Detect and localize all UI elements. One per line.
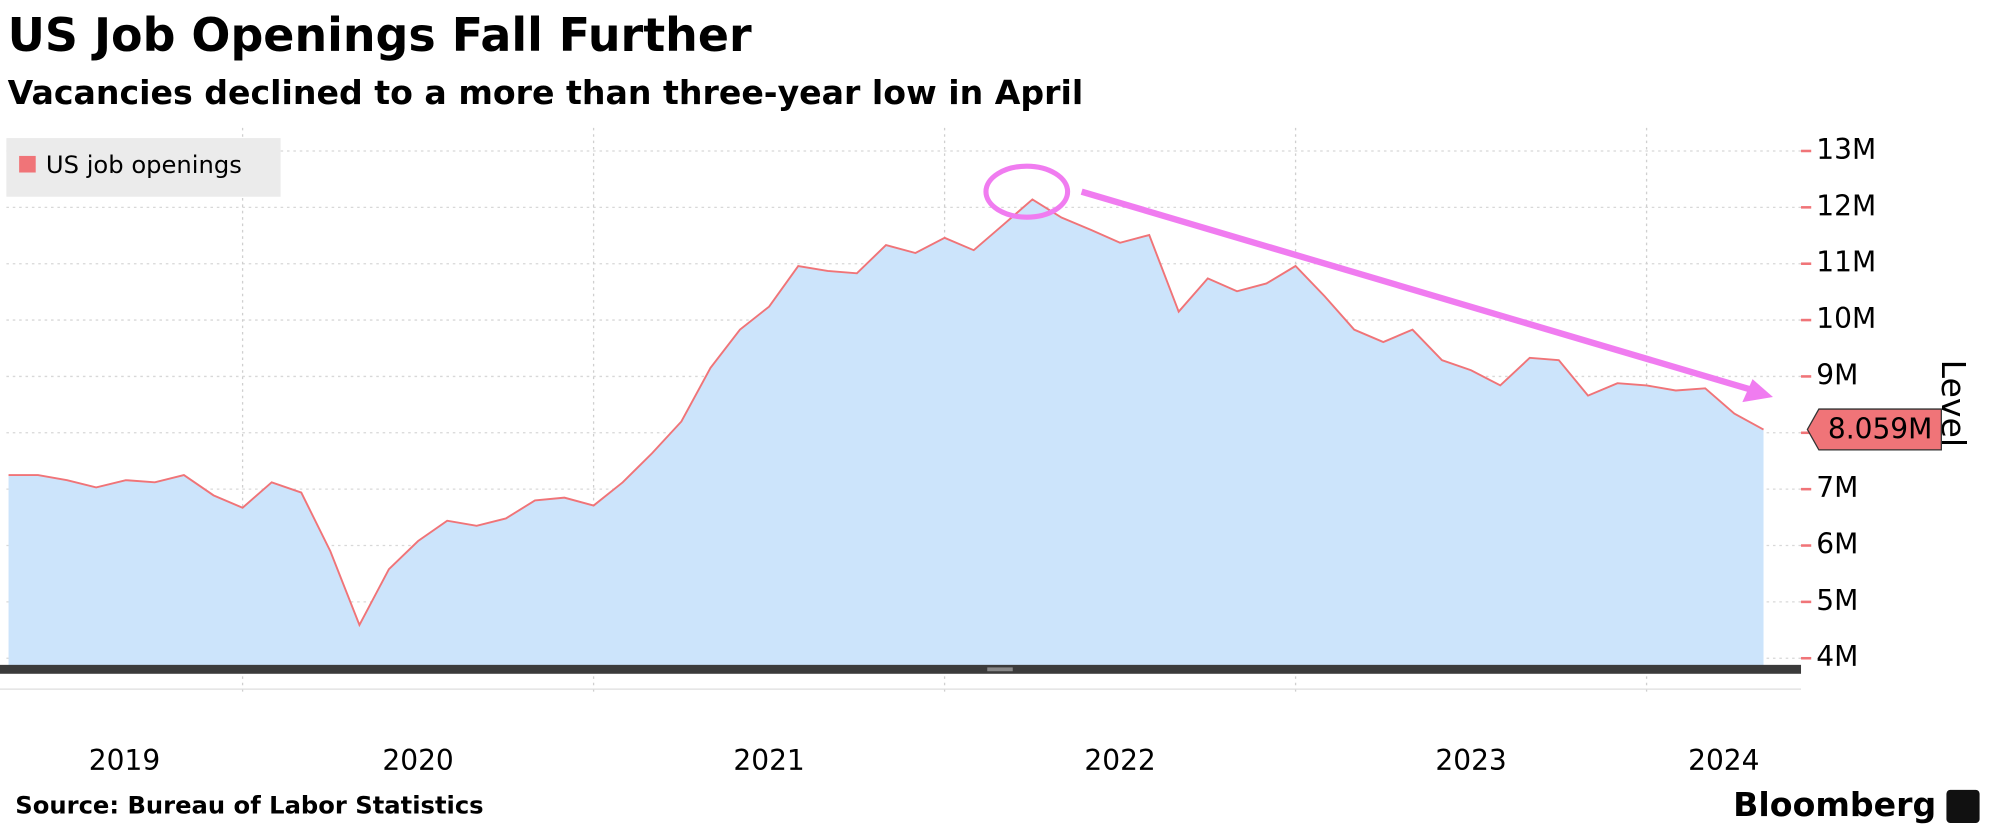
x-tick-label: 2021 — [733, 744, 804, 777]
value-flag: 8.059M — [1806, 408, 1942, 451]
chart-subtitle: Vacancies declined to a more than three-… — [8, 73, 1084, 112]
legend-swatch — [19, 155, 36, 173]
x-tick-label: 2019 — [89, 744, 160, 777]
brand-icon — [1946, 789, 1980, 824]
value-flag-box — [1806, 408, 1942, 451]
peak-circle — [983, 163, 1071, 220]
navigator-handle — [987, 667, 1013, 672]
source: Source: Bureau of Labor Statistics — [15, 791, 483, 819]
x-tick-label: 2024 — [1688, 744, 1759, 777]
trend-arrowhead — [1742, 379, 1773, 403]
legend-box — [6, 138, 281, 197]
trend-arrow — [1080, 188, 1751, 393]
plot-area: 4M5M6M7M8M9M10M11M12M13M2019202020212022… — [6, 127, 1876, 777]
y-tick-label: 11M — [1816, 246, 1876, 279]
legend-label: US job openings — [46, 151, 242, 179]
y-tick-label: 6M — [1816, 528, 1858, 561]
y-tick-label: 5M — [1816, 584, 1858, 617]
legend: US job openings — [6, 138, 281, 197]
value-label: 8.059M — [1828, 413, 1933, 446]
x-tick-label: 2023 — [1435, 744, 1506, 777]
y-tick-label: 10M — [1816, 302, 1876, 335]
y-tick-label: 13M — [1816, 133, 1876, 166]
y-tick-label: 12M — [1816, 189, 1876, 222]
area — [8, 199, 1764, 667]
navigator-bar — [0, 664, 1802, 674]
chart-title: US Job Openings Fall Further — [8, 8, 752, 62]
y-tick-label: 7M — [1816, 471, 1858, 504]
y-tick-label: 4M — [1816, 640, 1858, 673]
x-tick-label: 2020 — [382, 744, 453, 777]
x-tick-label: 2022 — [1084, 744, 1155, 777]
line — [8, 198, 1764, 628]
y-tick-label: 9M — [1816, 358, 1858, 391]
brand: Bloomberg — [1733, 785, 1936, 824]
